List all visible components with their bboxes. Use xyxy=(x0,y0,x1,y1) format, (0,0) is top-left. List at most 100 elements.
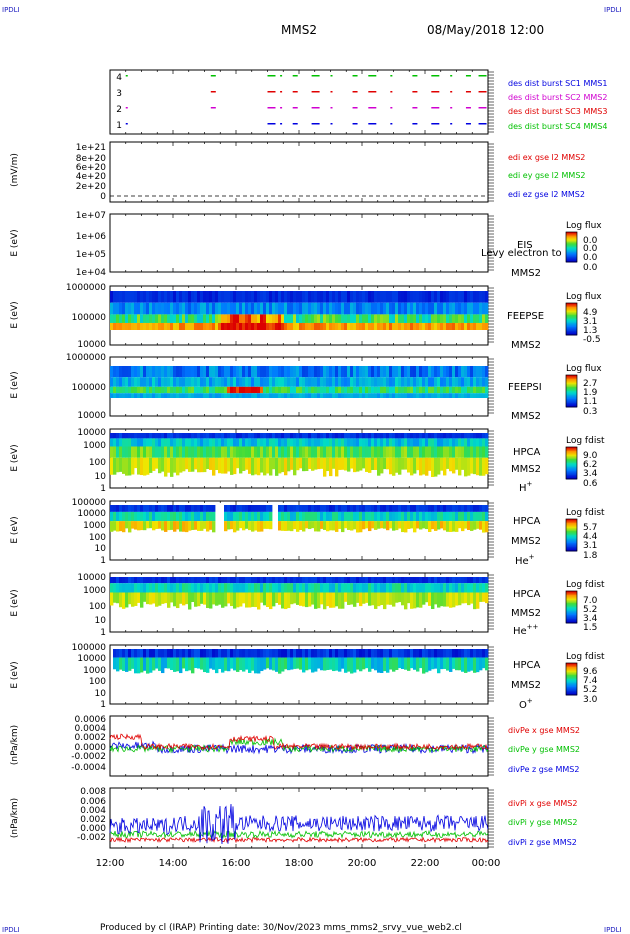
colorbar-cell xyxy=(566,381,577,384)
spectrogram-cell xyxy=(185,505,189,512)
spectrogram-cell xyxy=(161,457,165,472)
spectrogram-cell xyxy=(344,521,348,529)
spectrogram-cell xyxy=(248,433,252,439)
spectrogram-cell xyxy=(203,386,207,394)
colorbar-cell xyxy=(566,325,577,328)
spectrogram-cell xyxy=(188,314,192,323)
spectrogram-cell xyxy=(485,438,489,447)
spectrogram-cell xyxy=(422,505,426,512)
spectrogram-cell xyxy=(482,322,486,330)
spectrogram-cell xyxy=(422,577,426,584)
spectrogram-cell xyxy=(395,438,399,447)
spectrogram-cell xyxy=(350,291,354,303)
spectrogram-cell xyxy=(314,322,318,330)
spectrogram-cell xyxy=(452,377,456,387)
spectrogram-cell xyxy=(278,446,282,458)
spectrogram-cell xyxy=(236,377,240,387)
divpi-legend-y: divPi y gse MMS2 xyxy=(508,818,577,827)
spectrogram-cell xyxy=(218,291,222,303)
spectrogram-cell xyxy=(410,386,414,394)
spectrogram-cell xyxy=(122,366,126,378)
spectrogram-cell xyxy=(428,592,432,606)
spectrogram-cell xyxy=(227,433,231,439)
spectrogram-cell xyxy=(167,438,171,447)
spectrogram-cell xyxy=(440,291,444,303)
spectrogram-cell xyxy=(338,649,342,658)
spectrogram-cell xyxy=(191,577,195,584)
spectrogram-cell xyxy=(341,386,345,394)
spectrogram-cell xyxy=(263,386,267,394)
spectrogram-cell xyxy=(404,291,408,303)
spectrogram-cell xyxy=(203,657,207,673)
spectrogram-cell xyxy=(233,457,237,475)
spectrogram-cell xyxy=(161,377,165,387)
spectrogram-cell xyxy=(392,386,396,394)
spectrogram-cell xyxy=(479,302,483,315)
burst-mark xyxy=(267,91,276,93)
spectrogram-cell xyxy=(341,291,345,303)
hpca-h-colorbar-tick: 9.0 xyxy=(583,451,598,461)
spectrogram-cell xyxy=(134,393,138,398)
spectrogram-cell xyxy=(275,583,279,593)
burst-mark xyxy=(412,107,418,109)
spectrogram-cell xyxy=(461,322,465,330)
burst-mark xyxy=(280,75,283,77)
spectrogram-cell xyxy=(320,521,324,529)
spectrogram-cell xyxy=(413,366,417,378)
spectrogram-cell xyxy=(440,592,444,607)
spectrogram-cell xyxy=(362,366,366,378)
panel-frame xyxy=(109,213,489,273)
spectrogram-cell xyxy=(473,505,477,512)
colorbar-cell xyxy=(566,669,577,672)
spectrogram-cell xyxy=(467,438,471,447)
spectrogram-cell xyxy=(476,649,480,658)
spectrogram-cell xyxy=(407,583,411,593)
spectrogram-cell xyxy=(437,386,441,394)
spectrogram-cell xyxy=(149,521,153,529)
spectrogram-cell xyxy=(230,322,234,330)
divpi-legend-z: divPi z gse MMS2 xyxy=(508,838,577,847)
spectrogram-cell xyxy=(128,438,132,447)
spectrogram-cell xyxy=(482,657,486,669)
spectrogram-cell xyxy=(482,577,486,584)
spectrogram-cell xyxy=(380,433,384,439)
spectrogram-cell xyxy=(131,314,135,323)
spectrogram-cell xyxy=(251,438,255,447)
spectrogram-cell xyxy=(170,511,174,522)
spectrogram-cell xyxy=(365,302,369,315)
spectrogram-cell xyxy=(422,393,426,398)
spectrogram-cell xyxy=(185,322,189,330)
colorbar-cell xyxy=(566,258,577,260)
spectrogram-cell xyxy=(359,521,363,533)
colorbar-cell xyxy=(566,691,577,693)
spectrogram-cell xyxy=(473,366,477,378)
burst-mark xyxy=(412,75,418,77)
burst-mark xyxy=(465,107,471,109)
colorbar-cell xyxy=(566,384,577,387)
spectrogram-cell xyxy=(230,393,234,398)
spectrogram-cell xyxy=(449,511,453,522)
spectrogram-cell xyxy=(200,433,204,439)
spectrogram-cell xyxy=(191,314,195,323)
spectrogram-cell xyxy=(437,446,441,458)
spectrogram-cell xyxy=(392,505,396,512)
colorbar-cell xyxy=(566,323,577,325)
spectrogram-cell xyxy=(326,457,330,472)
spectrogram-cell xyxy=(239,291,243,303)
colorbar-cell xyxy=(566,395,577,397)
spectrogram-cell xyxy=(260,433,264,439)
spectrogram-cell xyxy=(335,322,339,330)
spectrogram-cell xyxy=(392,521,396,531)
colorbar-cell xyxy=(566,613,577,616)
spectrogram-cell xyxy=(281,366,285,378)
hpca-he-ylabel: E (eV) xyxy=(10,516,20,543)
spectrogram-cell xyxy=(326,511,330,522)
spectrogram-cell xyxy=(281,314,285,323)
spectrogram-cell xyxy=(443,314,447,323)
spectrogram-cell xyxy=(341,457,345,470)
spectrogram-cell xyxy=(131,322,135,330)
spectrogram-cell xyxy=(362,457,366,469)
spectrogram-cell xyxy=(140,505,144,512)
spectrogram-cell xyxy=(434,583,438,593)
spectrogram-cell xyxy=(326,583,330,593)
